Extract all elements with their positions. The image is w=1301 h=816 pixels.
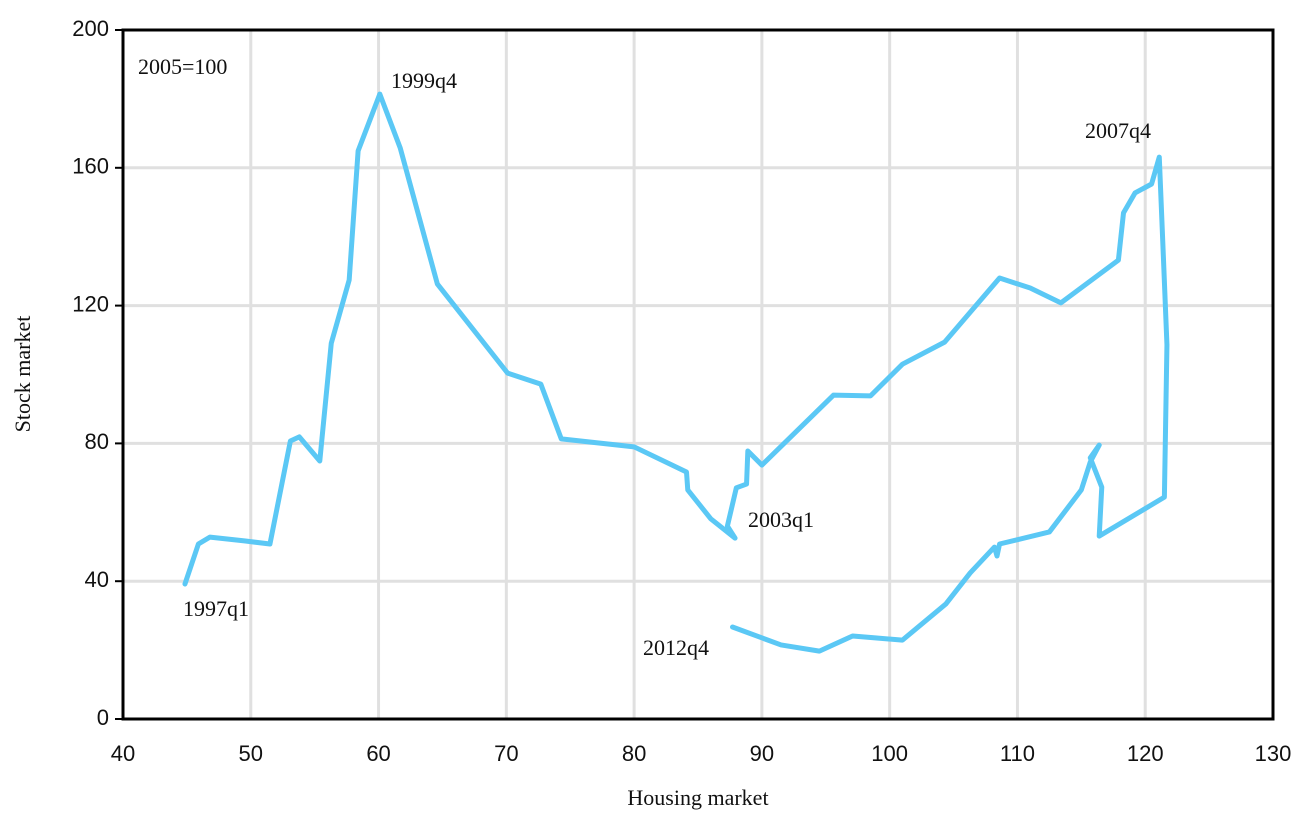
- annotation: 1999q4: [391, 68, 457, 93]
- data-line: [182, 91, 1170, 654]
- x-tick-label: 110: [1000, 741, 1035, 766]
- annotation: 1997q1: [183, 596, 249, 621]
- x-tick-label: 100: [871, 741, 908, 766]
- x-tick-label: 70: [494, 741, 518, 766]
- annotation: 2003q1: [748, 507, 814, 532]
- annotation: 2007q4: [1085, 118, 1151, 143]
- x-tick-label: 120: [1127, 741, 1164, 766]
- x-tick-label: 50: [239, 741, 263, 766]
- x-tick-label: 40: [111, 741, 135, 766]
- annotation: 2012q4: [643, 635, 709, 660]
- y-tick-label: 0: [97, 705, 109, 730]
- x-tick-label: 90: [750, 741, 774, 766]
- x-tick-label: 60: [366, 741, 390, 766]
- y-tick-label: 40: [85, 567, 109, 592]
- x-axis-label: Housing market: [627, 785, 768, 810]
- y-tick-label: 120: [72, 291, 109, 316]
- y-tick-label: 200: [72, 16, 109, 41]
- plot-frame: [121, 28, 1275, 721]
- y-tick-label: 80: [85, 429, 109, 454]
- x-tick-label: 80: [622, 741, 646, 766]
- x-tick-label: 130: [1255, 741, 1292, 766]
- subtitle: 2005=100: [138, 54, 227, 79]
- y-axis-label: Stock market: [10, 316, 35, 433]
- y-tick-label: 160: [72, 154, 109, 179]
